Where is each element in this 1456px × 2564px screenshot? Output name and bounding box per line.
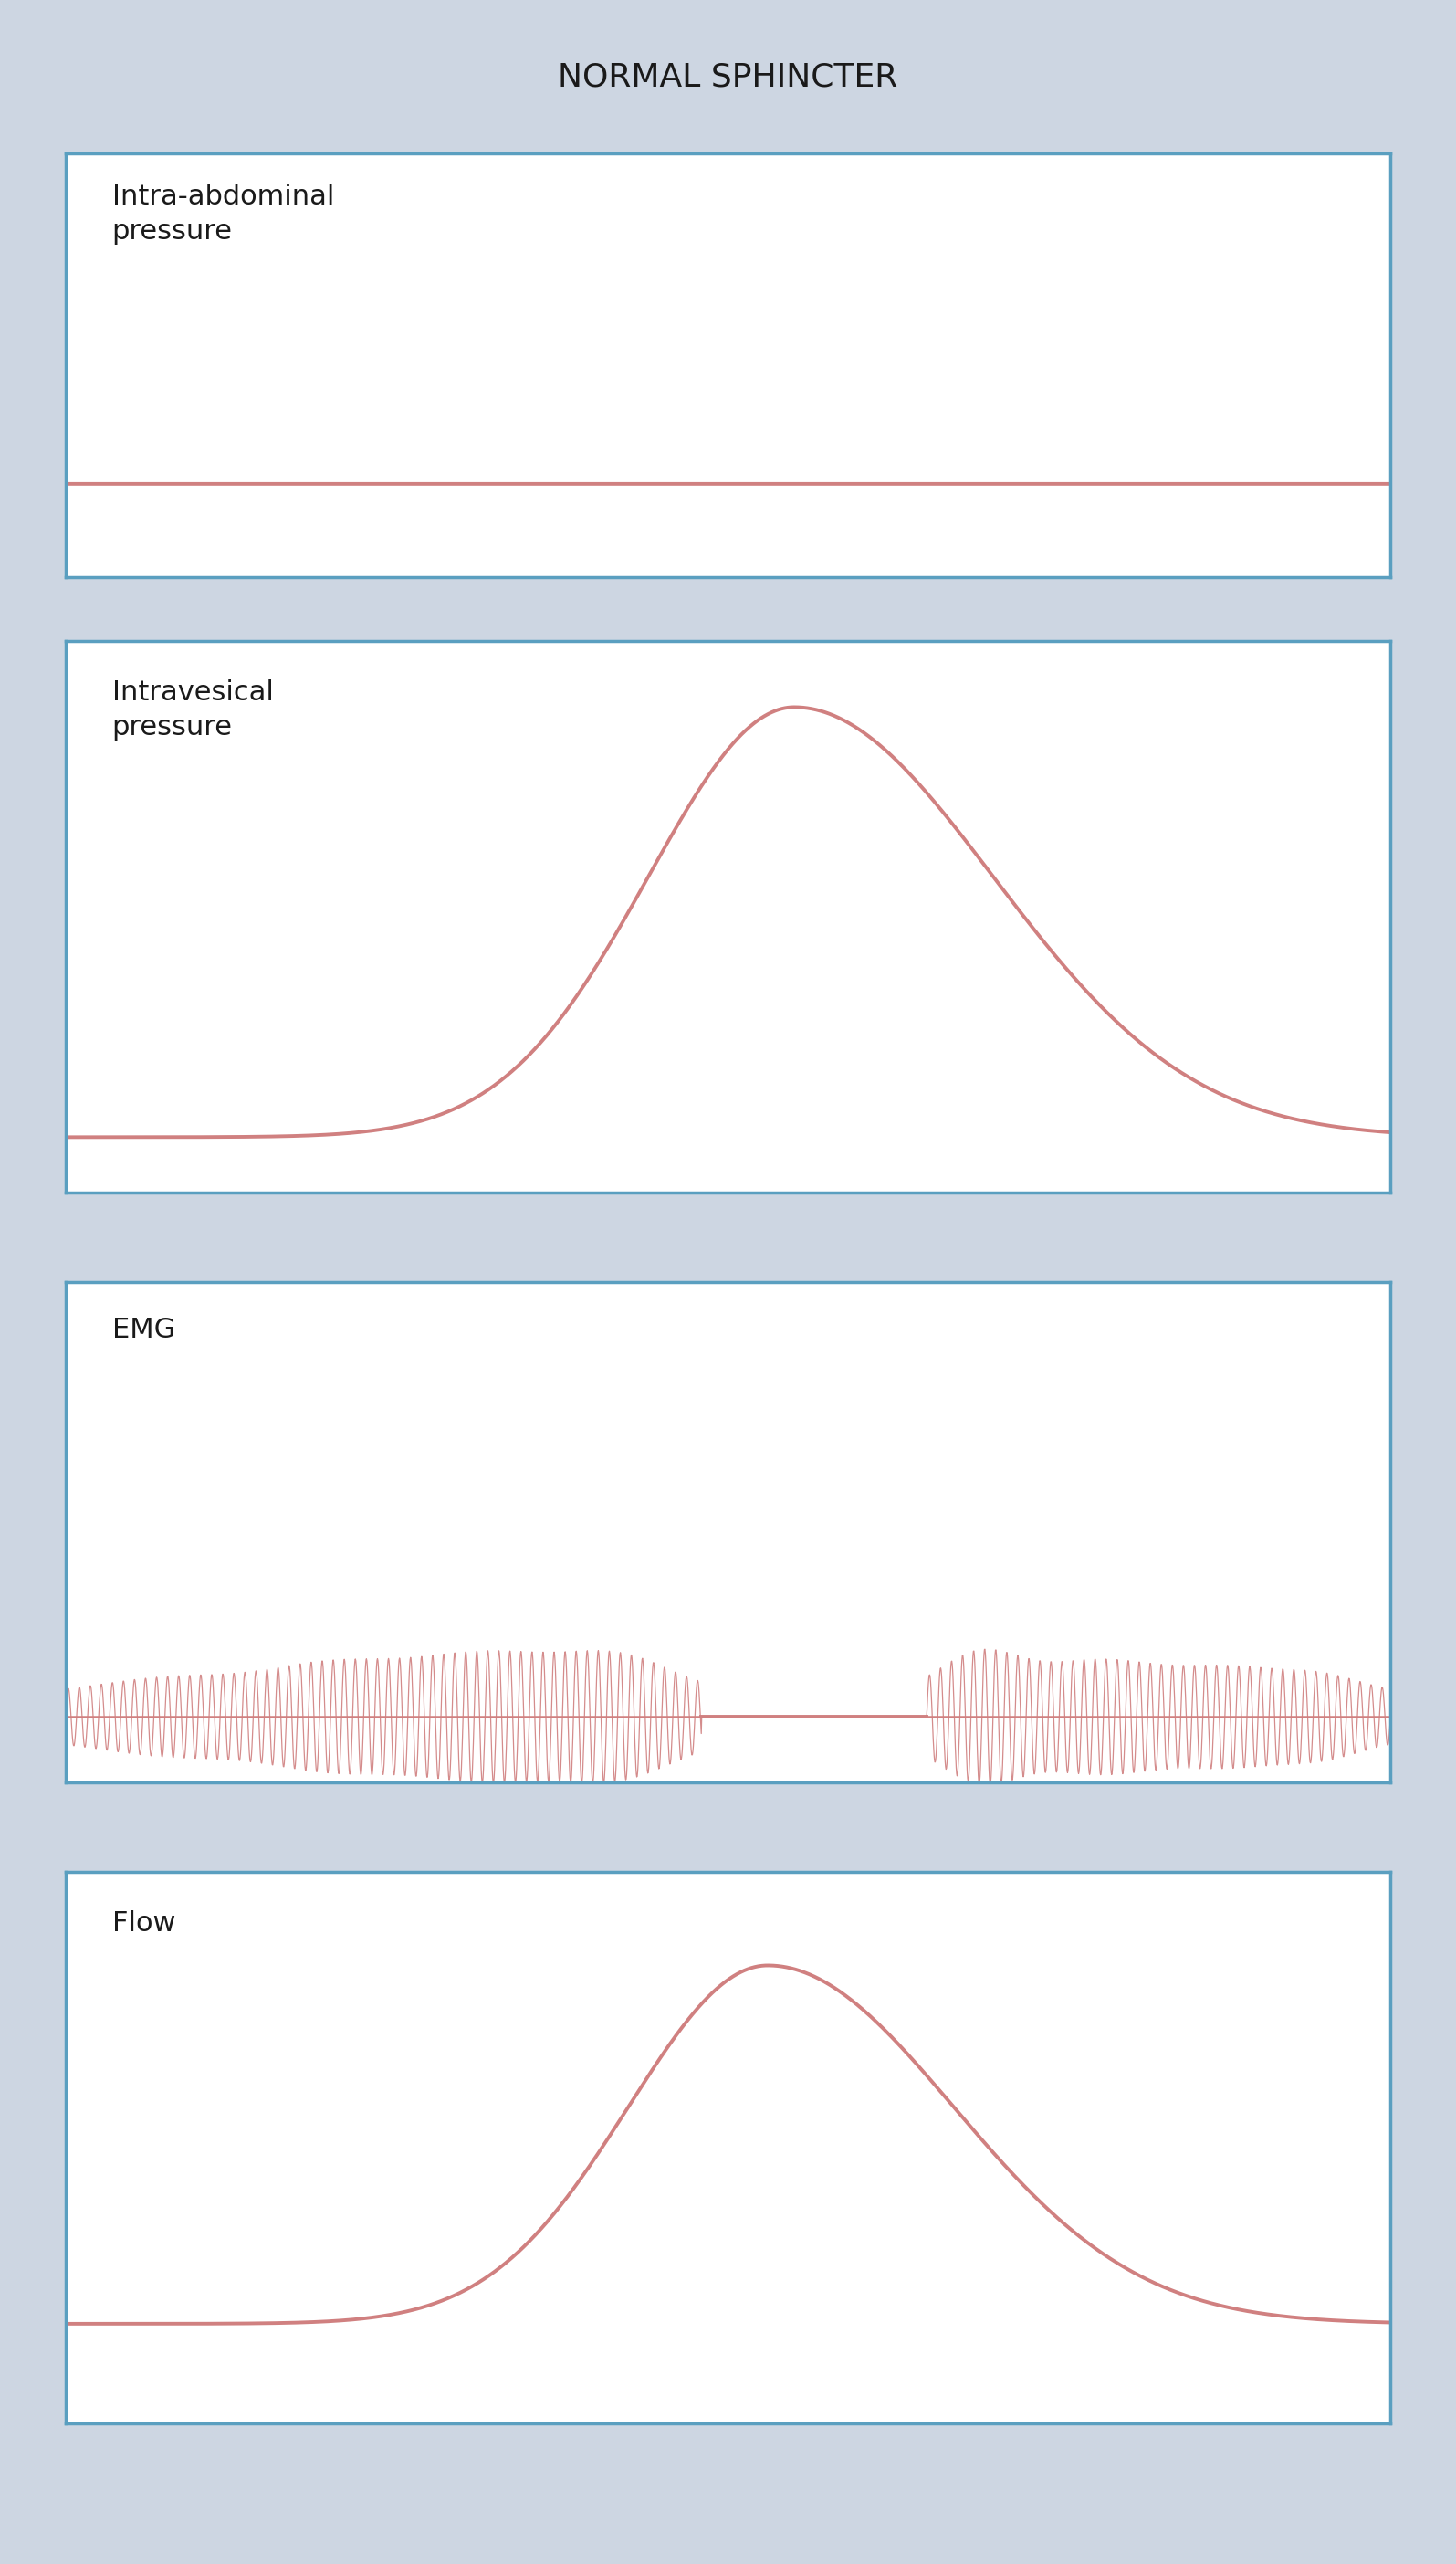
Text: Flow: Flow: [112, 1910, 175, 1936]
Text: Intravesical
pressure: Intravesical pressure: [112, 679, 274, 741]
Text: EMG: EMG: [112, 1318, 175, 1344]
Text: Intra-abdominal
pressure: Intra-abdominal pressure: [112, 185, 333, 244]
Text: NORMAL SPHINCTER: NORMAL SPHINCTER: [558, 62, 898, 92]
